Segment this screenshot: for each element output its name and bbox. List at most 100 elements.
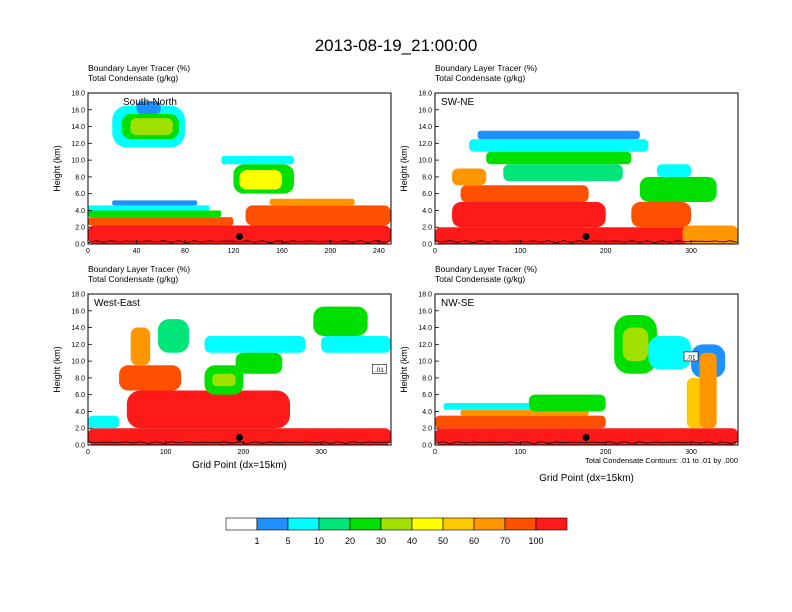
y-tick-label: 18.0	[71, 91, 85, 98]
terrain-line	[88, 240, 391, 244]
y-tick-label: 4.0	[422, 409, 432, 416]
colorbar-swatch	[535, 517, 568, 531]
panels: Boundary Layer Tracer (%)Total Condensat…	[52, 63, 739, 484]
y-tick-label: 18.0	[418, 91, 432, 98]
x-tick-label: 100	[160, 449, 172, 456]
shade-blue	[112, 200, 198, 206]
plot-frame	[87, 92, 392, 245]
shade-orange	[452, 168, 487, 186]
shade-green	[235, 352, 283, 374]
center-marker	[236, 433, 243, 441]
y-tick-label: 10.0	[418, 359, 432, 366]
colorbar-swatch	[411, 517, 444, 531]
y-tick-label: 6.0	[75, 392, 85, 399]
panel-label: West-East	[94, 298, 140, 309]
y-tick-label: 4.0	[422, 208, 432, 215]
center-marker	[582, 232, 590, 240]
y-tick-label: 16.0	[418, 107, 432, 114]
y-tick-label: 2.0	[75, 225, 85, 232]
figure-title: 2013-08-19_21:00:00	[315, 36, 478, 55]
shade-green	[639, 176, 717, 203]
contour-label: .01	[687, 354, 696, 361]
shade-cyan	[656, 164, 692, 177]
shade-teal	[503, 164, 623, 182]
y-tick-label: 14.0	[71, 124, 85, 131]
colorbar-swatch	[504, 517, 537, 531]
contour-label-box	[372, 364, 387, 374]
y-tick-label: 12.0	[71, 342, 85, 349]
panel-header-tracer: Boundary Layer Tracer (%)	[88, 63, 190, 73]
colorbar-swatch	[256, 517, 289, 531]
tracer-shading	[435, 130, 738, 244]
x-tick-label: 200	[600, 248, 612, 255]
shade-blue	[477, 130, 640, 140]
tracer-shading	[435, 314, 738, 445]
shade-green	[528, 394, 606, 412]
y-tick-label: 12.0	[418, 342, 432, 349]
colorbar-label: 100	[528, 536, 543, 546]
y-tick-label: 16.0	[71, 107, 85, 114]
y-tick-label: 2.0	[422, 426, 432, 433]
x-axis-label: Grid Point (dx=15km)	[539, 473, 634, 484]
panel-label: NW-SE	[441, 298, 474, 309]
x-tick-label: 80	[181, 248, 189, 255]
terrain-line	[435, 441, 738, 445]
y-axis-label: Height (km)	[52, 145, 62, 192]
y-tick-label: 6.0	[422, 191, 432, 198]
tracer-shading	[88, 101, 391, 244]
plot-frame	[434, 92, 739, 245]
x-tick-label: 300	[685, 449, 697, 456]
shade-red	[452, 202, 606, 228]
panel-nw-se: Boundary Layer Tracer (%)Total Condensat…	[399, 264, 739, 484]
y-axis-label: Height (km)	[52, 346, 62, 393]
panel-header-tracer: Boundary Layer Tracer (%)	[435, 264, 537, 274]
shade-cyan	[321, 335, 391, 353]
colorbar-swatch	[318, 517, 351, 531]
x-tick-label: 200	[325, 248, 337, 255]
y-tick-label: 18.0	[418, 292, 432, 299]
y-tick-label: 2.0	[422, 225, 432, 232]
colorbar-swatch	[473, 517, 506, 531]
contour-label-box	[683, 351, 699, 362]
y-axis-label: Height (km)	[399, 346, 409, 393]
colorbar-label: 40	[407, 536, 417, 546]
y-tick-label: 10.0	[71, 359, 85, 366]
contour-label: .01	[375, 367, 384, 374]
y-tick-label: 4.0	[75, 409, 85, 416]
x-tick-label: 100	[515, 449, 527, 456]
colorbar-swatch	[287, 517, 320, 531]
y-tick-label: 0.0	[422, 443, 432, 450]
shade-orange	[682, 225, 738, 244]
center-marker	[236, 232, 243, 240]
colorbar-label: 1	[254, 536, 259, 546]
shade-lime	[212, 373, 236, 387]
shade-lime	[622, 327, 649, 362]
shade-red	[126, 390, 290, 429]
x-tick-label: 160	[276, 248, 288, 255]
panel-label: SW-NE	[441, 97, 474, 108]
tracer-shading	[88, 306, 391, 445]
shade-or-red	[631, 202, 692, 228]
panel-header-tracer: Boundary Layer Tracer (%)	[435, 63, 537, 73]
panel-header-condensate: Total Condensate (g/kg)	[88, 73, 178, 83]
colorbar-swatch	[349, 517, 382, 531]
center-marker	[582, 433, 590, 441]
plot-frame	[434, 293, 739, 446]
shade-orange	[269, 198, 355, 206]
y-tick-label: 14.0	[418, 325, 432, 332]
shade-green	[486, 151, 632, 165]
x-tick-label: 300	[315, 449, 327, 456]
y-tick-label: 14.0	[418, 124, 432, 131]
colorbar-swatch	[442, 517, 475, 531]
y-tick-label: 0.0	[75, 443, 85, 450]
y-tick-label: 10.0	[418, 158, 432, 165]
panel-sw-ne: Boundary Layer Tracer (%)Total Condensat…	[399, 63, 739, 255]
panel-header-condensate: Total Condensate (g/kg)	[88, 274, 178, 284]
y-tick-label: 0.0	[75, 242, 85, 249]
colorbar-label: 70	[500, 536, 510, 546]
y-tick-label: 2.0	[75, 426, 85, 433]
y-tick-label: 4.0	[75, 208, 85, 215]
panel-label: South-North	[123, 97, 177, 108]
y-tick-label: 12.0	[418, 141, 432, 148]
shade-cyan	[469, 139, 649, 152]
